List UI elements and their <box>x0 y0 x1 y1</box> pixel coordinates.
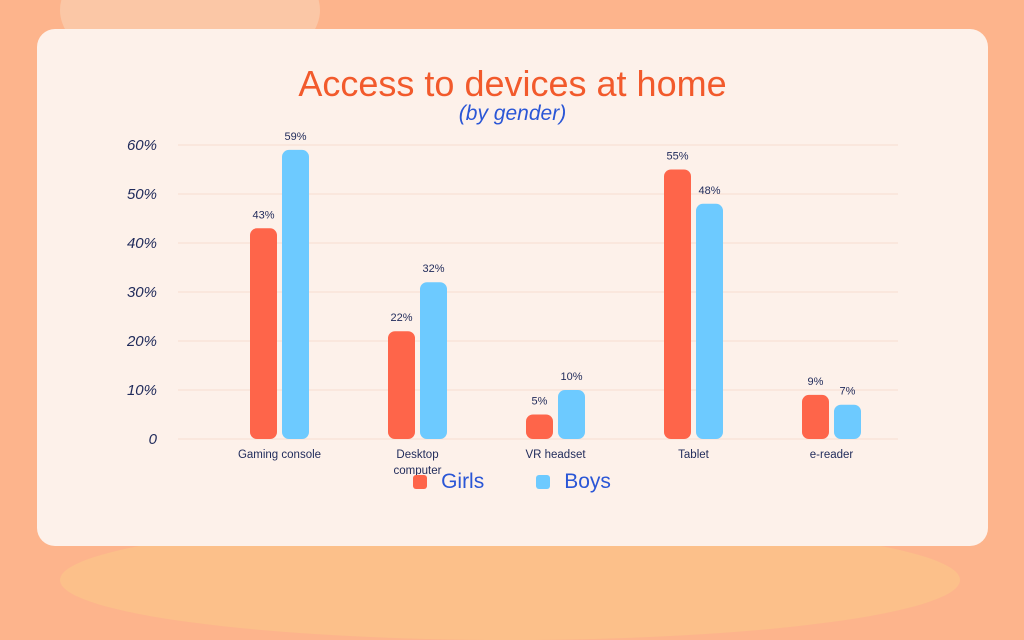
chart-subtitle: (by gender) <box>458 102 567 125</box>
y-tick-label: 60% <box>127 137 157 154</box>
legend-label-boys: Boys <box>564 470 611 493</box>
bar-boys <box>558 390 585 439</box>
legend-swatch-girls <box>413 475 428 489</box>
x-tick-label: Tablet <box>678 449 709 461</box>
data-label: 55% <box>666 151 688 163</box>
y-tick-label: 0 <box>149 431 158 448</box>
legend-item-boys: Boys <box>536 470 611 494</box>
data-label: 5% <box>532 396 548 408</box>
bar-boys <box>420 282 447 439</box>
bar-girls <box>802 394 829 439</box>
y-tick-label: 50% <box>127 186 157 203</box>
bar-boys <box>696 203 723 439</box>
bar-chart: 0 10% 20% 30% 40% 50% 60% 43% 59% Gaming console 2… <box>126 131 898 477</box>
data-label: 59% <box>284 131 306 143</box>
bar-girls <box>664 169 691 439</box>
data-label: 9% <box>808 376 824 388</box>
y-tick-label: 20% <box>126 333 157 350</box>
data-label: 43% <box>252 209 274 221</box>
y-tick-label: 10% <box>127 382 157 399</box>
chart-title: Access to devices at home <box>298 63 727 104</box>
x-tick-label: Gaming console <box>238 449 321 461</box>
data-label: 7% <box>840 386 856 398</box>
bar-boys <box>282 149 309 439</box>
bar-girls <box>388 331 415 439</box>
data-label: 22% <box>390 312 412 324</box>
data-label: 32% <box>422 263 444 275</box>
bar-girls <box>250 228 277 439</box>
legend-item-girls: Girls <box>413 470 484 494</box>
bar-boys <box>834 404 861 439</box>
x-tick-label: Desktop <box>396 449 438 461</box>
y-tick-label: 30% <box>127 284 157 301</box>
legend-label-girls: Girls <box>441 470 485 493</box>
legend-swatch-boys <box>536 475 551 489</box>
y-tick-label: 40% <box>127 235 157 252</box>
chart-card: Access to devices at home (by gender) <box>37 29 988 546</box>
x-tick-label: e-reader <box>810 449 854 461</box>
chart-legend: Girls Boys <box>0 470 1024 494</box>
x-tick-label: VR headset <box>525 449 586 461</box>
data-label: 10% <box>560 371 582 383</box>
x-tick-label: computer <box>394 465 442 477</box>
bar-girls <box>526 414 553 439</box>
data-label: 48% <box>698 185 720 197</box>
